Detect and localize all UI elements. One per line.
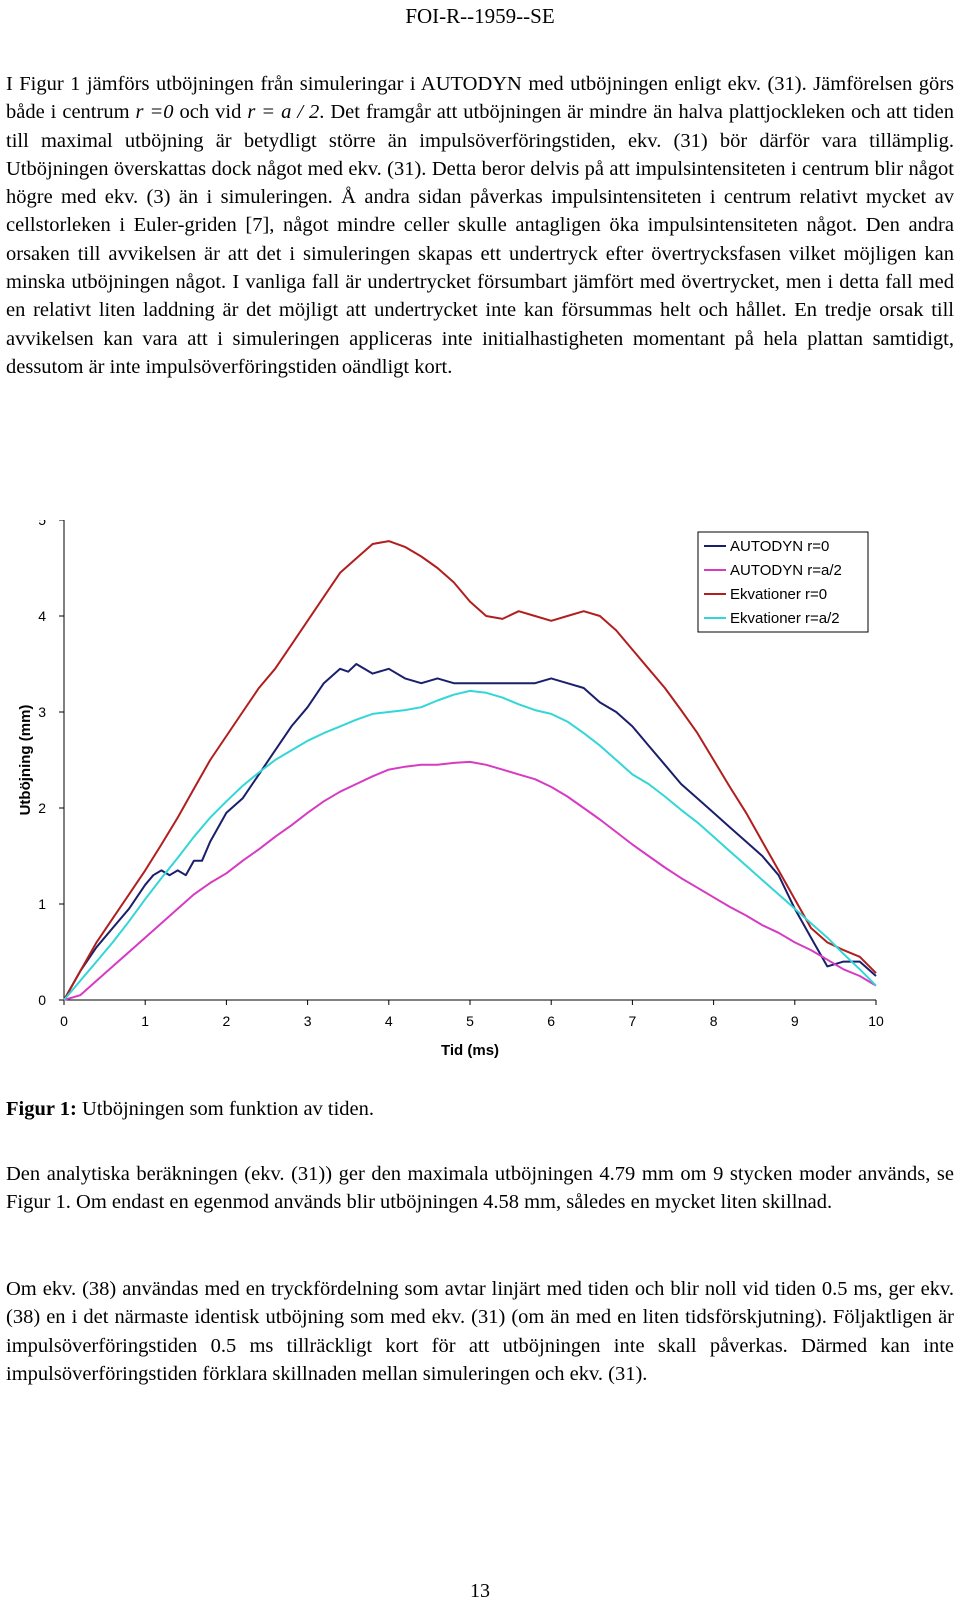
legend-entry: Ekvationer r=0: [730, 586, 827, 603]
y-tick-label: 4: [38, 608, 46, 624]
chart-axes: 0 1 2 3 4 5 0 1 2 3 4 5 6 7 8 9 10 Tid (ms) Utböjning (mm): [17, 520, 884, 1059]
legend-entry: AUTODYN r=a/2: [730, 562, 842, 579]
figure-label: Figur 1:: [6, 1098, 77, 1120]
inline-equation: r = a / 2: [247, 101, 320, 124]
legend-entry: AUTODYN r=0: [730, 538, 829, 555]
legend-entry: Ekvationer r=a/2: [730, 610, 840, 627]
deflection-chart: 0 1 2 3 4 5 0 1 2 3 4 5 6 7 8 9 10 Tid (ms) Utböjning (mm)…: [17, 520, 884, 1059]
chart-series: [63, 540, 877, 1001]
x-tick-label: 6: [547, 1013, 555, 1029]
y-tick-label: 5: [38, 520, 46, 528]
x-tick-label: 1: [141, 1013, 149, 1029]
figure-caption-text: Utböjningen som funktion av tiden.: [76, 1098, 375, 1120]
series-line-4: [63, 689, 877, 1001]
document-id: FOI-R--1959--SE: [405, 4, 555, 28]
x-axis-label: Tid (ms): [441, 1042, 499, 1059]
page-number: 13: [470, 1580, 490, 1602]
paragraph-intro: I Figur 1 jämförs utböjningen från simul…: [6, 70, 954, 381]
y-tick-label: 3: [38, 704, 46, 720]
paragraph-text: . Det framgår att utböjningen är mindre …: [6, 101, 954, 378]
x-tick-label: 7: [629, 1013, 637, 1029]
y-tick-label: 1: [38, 896, 46, 912]
x-tick-label: 5: [466, 1013, 474, 1029]
series-line-3: [63, 540, 877, 1001]
x-tick-label: 9: [791, 1013, 799, 1029]
paragraph-text: och vid: [173, 101, 248, 124]
x-tick-label: 10: [868, 1013, 884, 1029]
x-tick-label: 8: [710, 1013, 718, 1029]
y-tick-label: 0: [38, 992, 46, 1008]
paragraph-pressure: Om ekv. (38) användas med en tryckfördel…: [6, 1278, 954, 1385]
paragraph-analysis: Den analytiska beräkningen (ekv. (31)) g…: [6, 1163, 954, 1214]
y-axis-label: Utböjning (mm): [17, 705, 34, 816]
chart-legend: AUTODYN r=0 AUTODYN r=a/2 Ekvationer r=0 Ek…: [697, 531, 869, 633]
legend-box: [697, 531, 869, 633]
series-line-1: [63, 663, 877, 1001]
series-line-2: [63, 760, 877, 1001]
x-tick-label: 4: [385, 1013, 393, 1029]
x-tick-label: 2: [223, 1013, 231, 1029]
figure-caption: Figur 1: Utböjningen som funktion av tid…: [6, 1098, 374, 1121]
y-tick-label: 2: [38, 800, 46, 816]
x-tick-label: 0: [60, 1013, 68, 1029]
paragraph-text: I Figur 1 jämförs utböjningen från simul…: [6, 73, 954, 124]
inline-equation: r =0: [135, 101, 174, 124]
x-tick-label: 3: [304, 1013, 312, 1029]
